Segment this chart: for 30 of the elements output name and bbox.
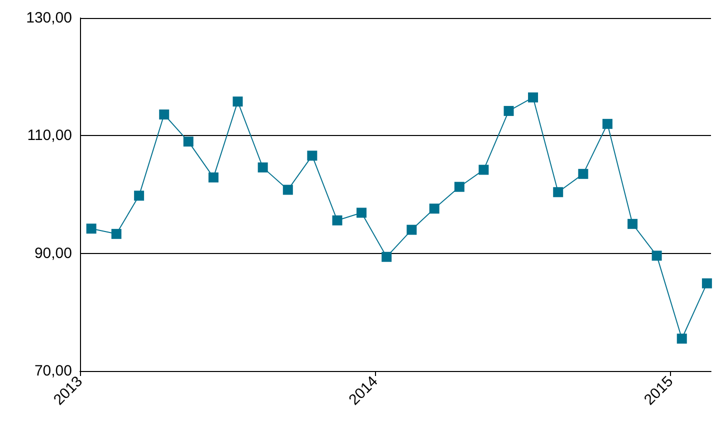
point [454, 182, 464, 192]
y-tick-label: 70,00 [34, 362, 72, 380]
point [652, 250, 662, 261]
point [382, 252, 392, 262]
point [528, 92, 538, 102]
point [628, 218, 638, 229]
point [602, 118, 612, 129]
point [702, 278, 712, 288]
point [356, 208, 367, 218]
point [208, 172, 218, 182]
point [111, 228, 122, 239]
point [578, 168, 588, 179]
point [258, 162, 268, 172]
point [429, 204, 440, 214]
point [504, 106, 514, 116]
y-tick-label: 110,00 [27, 127, 72, 144]
y-tick-label: 130,00 [26, 10, 72, 26]
point [478, 164, 489, 175]
point [406, 224, 417, 235]
point [307, 150, 318, 161]
point [134, 190, 144, 201]
point [86, 224, 96, 234]
point [553, 187, 564, 198]
point [332, 215, 342, 226]
point [676, 334, 687, 344]
y-tick-label: 90,00 [34, 244, 72, 262]
point [183, 136, 194, 147]
point [159, 109, 170, 120]
point [232, 96, 243, 107]
point [282, 184, 293, 195]
